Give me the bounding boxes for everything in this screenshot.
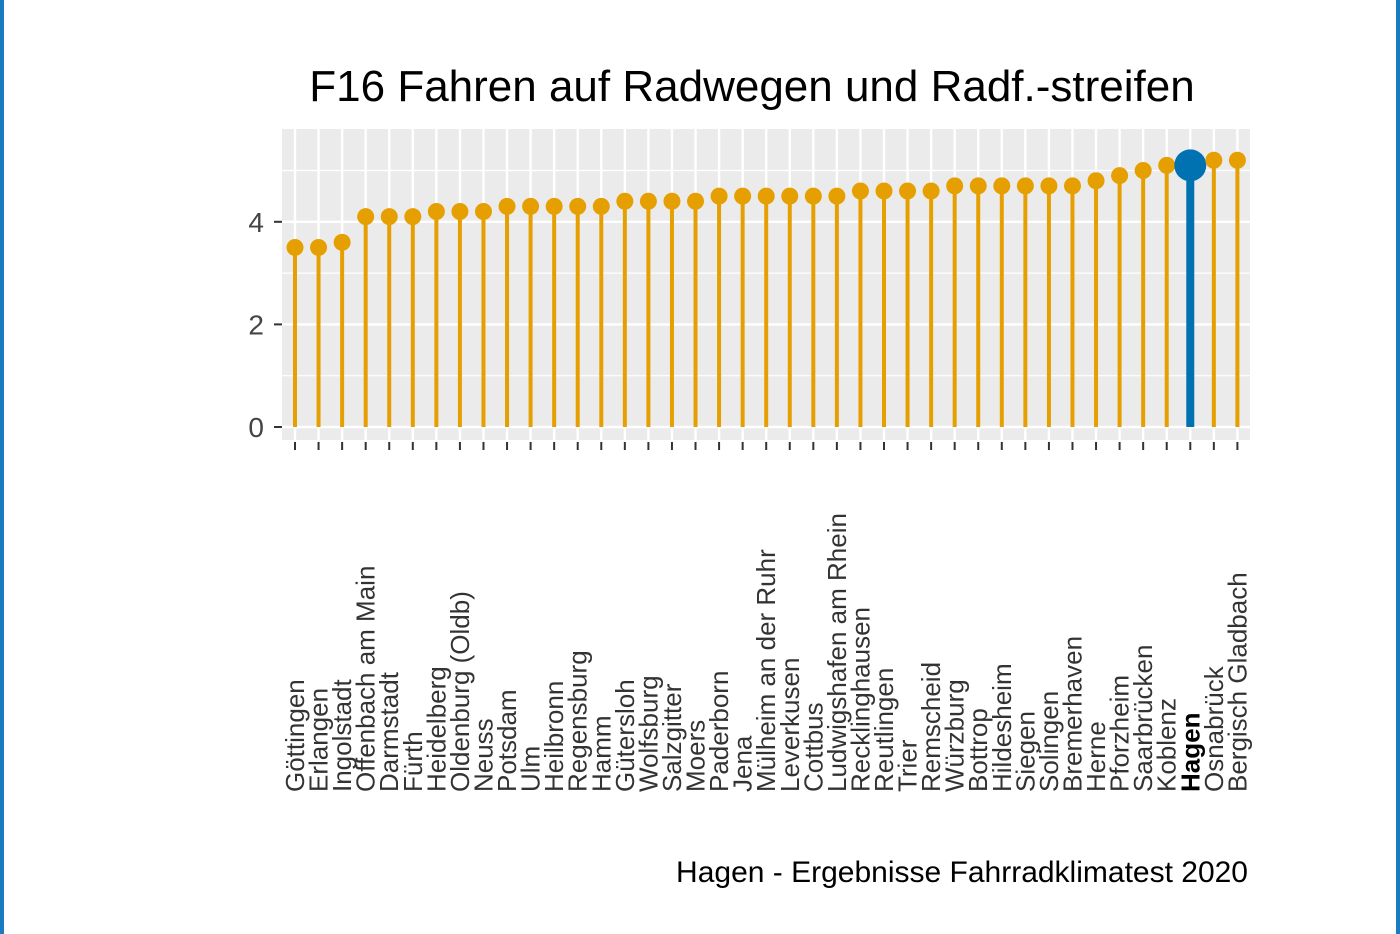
point-Oldenburg (Oldb) (451, 203, 469, 221)
x-tick-label: Bremerhaven (1057, 636, 1087, 792)
frame-border-left (0, 0, 4, 934)
x-tick-label: Solingen (1034, 691, 1064, 792)
x-tick-label: Hagen (1175, 713, 1205, 792)
point-Hildesheim (993, 177, 1011, 195)
point-Salzgitter (663, 192, 681, 210)
x-tick-label: Siegen (1010, 711, 1040, 792)
point-Pforzheim (1111, 167, 1129, 185)
point-Bremerhaven (1063, 177, 1081, 195)
point-Ulm (522, 197, 540, 215)
point-Jena (734, 187, 752, 205)
x-tick-label: Salzgitter (657, 683, 687, 792)
x-tick-label: Ingolstadt (327, 678, 357, 792)
point-Erlangen (310, 238, 328, 256)
point-Osnabrück (1205, 151, 1223, 169)
x-tick-label: Potsdam (492, 689, 522, 792)
point-Bottrop (969, 177, 987, 195)
point-Offenbach am Main (357, 208, 375, 226)
x-tick-label: Offenbach am Main (351, 566, 381, 792)
x-tick-label: Ludwigshafen am Rhein (822, 513, 852, 792)
point-Herne (1087, 172, 1105, 190)
x-tick-label: Saarbrücken (1128, 645, 1158, 792)
x-tick-label: Herne (1081, 721, 1111, 792)
x-tick-label: Remscheid (916, 662, 946, 792)
lollipop-marks (286, 149, 1246, 427)
point-Leverkusen (781, 187, 799, 205)
point-Heidelberg (427, 203, 445, 221)
point-Ludwigshafen am Rhein (828, 187, 846, 205)
point-Darmstadt (380, 208, 398, 226)
point-Göttingen (286, 238, 304, 256)
x-tick-label: Trier (893, 739, 923, 792)
y-tick-label: 2 (248, 309, 264, 340)
x-tick-label: Wolfsburg (633, 675, 663, 792)
point-Solingen (1040, 177, 1058, 195)
x-tick-label: Würzburg (940, 679, 970, 792)
point-Saarbrücken (1134, 162, 1152, 179)
x-tick-label: Jena (728, 735, 758, 792)
point-Cottbus (804, 187, 822, 205)
x-tick-label: Paderborn (704, 671, 734, 792)
x-tick-label: Bergisch Gladbach (1222, 572, 1252, 792)
x-tick-label: Fürth (398, 731, 428, 792)
x-tick-label: Pforzheim (1105, 675, 1135, 792)
y-tick-label: 4 (248, 207, 264, 238)
x-tick-label: Heilbronn (539, 681, 569, 792)
x-tick-label: Cottbus (798, 702, 828, 792)
x-tick-label: Moers (681, 720, 711, 792)
point-Regensburg (569, 197, 587, 215)
x-tick-label: Göttingen (280, 679, 310, 792)
point-Trier (899, 182, 917, 200)
x-tick-label: Erlangen (304, 688, 334, 792)
point-Recklinghausen (851, 182, 869, 200)
x-tick-label: Oldenburg (Oldb) (445, 591, 475, 792)
chart-title: F16 Fahren auf Radwegen und Radf.-streif… (309, 62, 1194, 111)
point-Hagen (1174, 149, 1207, 182)
point-Heilbronn (545, 197, 563, 215)
point-Fürth (404, 208, 422, 226)
point-Remscheid (922, 182, 940, 200)
x-tick-label: Osnabrück (1199, 665, 1229, 792)
point-Ingolstadt (333, 233, 351, 251)
x-tick-label: Hildesheim (987, 663, 1017, 792)
x-tick-label: Heidelberg (421, 666, 451, 792)
point-Wolfsburg (639, 192, 657, 210)
x-tick-label: Ulm (516, 746, 546, 792)
chart-caption: Hagen - Ergebnisse Fahrradklimatest 2020 (676, 856, 1248, 889)
point-Bergisch Gladbach (1228, 151, 1246, 169)
point-Moers (687, 192, 705, 210)
point-Neuss (474, 203, 492, 221)
point-Paderborn (710, 187, 728, 205)
x-tick-label: Hamm (586, 715, 616, 792)
x-tick-label: Regensburg (563, 650, 593, 792)
x-tick-label: Reutlingen (869, 668, 899, 792)
x-tick-label: Leverkusen (775, 658, 805, 792)
x-tick-label: Darmstadt (374, 671, 404, 792)
frame-border-right (1396, 0, 1400, 934)
point-Koblenz (1158, 156, 1176, 174)
point-Mülheim an der Ruhr (757, 187, 775, 205)
y-tick-label: 0 (248, 412, 264, 443)
x-tick-label: Mülheim an der Ruhr (751, 549, 781, 792)
x-tick-label: Koblenz (1152, 698, 1182, 792)
x-tick-label: Neuss (468, 718, 498, 792)
x-tick-label: Gütersloh (610, 679, 640, 792)
y-axis: 0 2 4 (248, 207, 282, 443)
point-Reutlingen (875, 182, 893, 200)
point-Gütersloh (616, 192, 634, 210)
point-Hamm (592, 197, 610, 215)
point-Potsdam (498, 197, 516, 215)
point-Siegen (1016, 177, 1034, 195)
point-Würzburg (946, 177, 964, 195)
x-tick-label: Recklinghausen (845, 607, 875, 792)
x-tick-label: Bottrop (963, 708, 993, 792)
